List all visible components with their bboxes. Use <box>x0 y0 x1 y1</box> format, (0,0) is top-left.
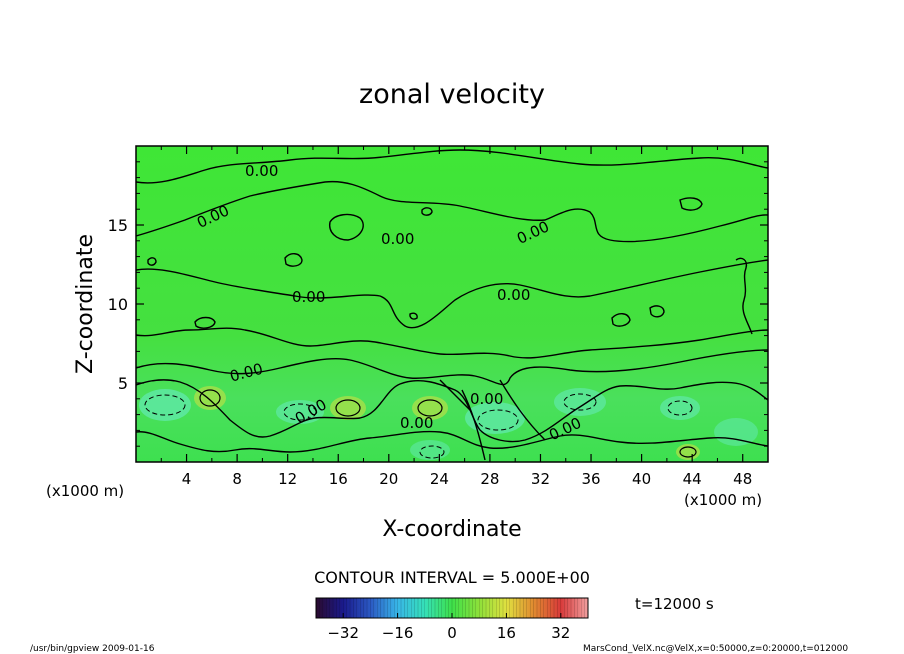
closed-contour <box>199 389 221 407</box>
contour-line <box>649 305 665 318</box>
field-patch <box>194 386 226 410</box>
plot-area: 0.00 0.00 0.00 0.00 0.00 0.00 0.00 0.00 … <box>135 145 769 463</box>
x-tick-label: 24 <box>430 470 449 488</box>
contour-line <box>136 259 768 329</box>
contour-line <box>499 379 546 441</box>
dashed-contour <box>563 393 597 411</box>
contour-line <box>461 389 486 461</box>
colorbar-fill <box>316 598 588 618</box>
contour-line <box>611 313 631 327</box>
footer-left: /usr/bin/gpview 2009-01-16 <box>30 644 155 654</box>
time-label: t=12000 s <box>635 595 714 613</box>
field-patch <box>660 396 700 420</box>
closed-contour <box>335 399 361 417</box>
field-patch <box>410 440 450 460</box>
dashed-contour <box>667 400 693 416</box>
x-tick-label: 20 <box>379 470 398 488</box>
x-tick-label: 40 <box>632 470 651 488</box>
x-tick-label: 48 <box>733 470 752 488</box>
colorbar-tick-label: 32 <box>551 624 570 642</box>
footer-right: MarsCond_VelX.nc@VelX,x=0:50000,z=0:2000… <box>583 644 848 654</box>
colorbar-stripes <box>319 598 585 618</box>
contour-label: 0.00 <box>245 162 278 180</box>
field-patch <box>554 388 606 416</box>
dashed-contour <box>419 445 445 459</box>
contour-line <box>136 327 768 359</box>
x-tick-label: 36 <box>581 470 600 488</box>
colorbar-tick-label: −16 <box>382 624 414 642</box>
colorbar-tick-label: 16 <box>497 624 516 642</box>
contour-line <box>136 149 768 184</box>
x-tick-label: 12 <box>278 470 297 488</box>
x-tick-label: 28 <box>480 470 499 488</box>
contour-line <box>136 349 768 386</box>
contour-label: 0.00 <box>381 230 414 248</box>
chart-title: zonal velocity <box>359 79 545 110</box>
contour-label: 0.00 <box>470 390 503 408</box>
field-patch <box>714 418 758 446</box>
colorbar-tick-label: 0 <box>447 624 457 642</box>
contour-label: 0.00 <box>497 286 530 304</box>
y-tick-label: 10 <box>108 295 128 314</box>
closed-contour <box>417 399 443 417</box>
positive-closed-contours <box>199 389 697 458</box>
negative-contours <box>144 393 693 459</box>
colorbar-tick-label: −32 <box>327 624 359 642</box>
x-tick-label: 32 <box>531 470 550 488</box>
field-patch <box>139 389 191 421</box>
contour-line <box>329 213 364 241</box>
contour-line <box>284 253 303 267</box>
closed-contour <box>679 446 697 458</box>
contour-line <box>136 379 768 443</box>
colorbar-ticks: −32 −16 0 16 32 <box>327 613 570 642</box>
colorbar: −32 −16 0 16 32 <box>315 597 589 642</box>
contour-label: 0.00 <box>292 288 325 306</box>
y-axis-label: Z-coordinate <box>73 234 98 374</box>
field-patch <box>465 402 525 434</box>
x-axis-unit-left: (x1000 m) <box>46 482 124 500</box>
contour-lines <box>136 149 768 461</box>
y-tick-label: 15 <box>108 216 128 235</box>
contour-line <box>136 180 768 243</box>
x-tick-label: 16 <box>329 470 348 488</box>
y-axis-ticks: 5 10 15 <box>108 161 768 447</box>
contour-line <box>735 257 753 335</box>
contour-line <box>136 430 768 453</box>
dashed-contour <box>144 394 186 416</box>
contour-interval-text: CONTOUR INTERVAL = 5.000E+00 <box>314 568 590 587</box>
contour-line <box>409 312 418 320</box>
contour-line <box>421 207 433 216</box>
x-axis-unit-right: (x1000 m) <box>684 491 762 509</box>
dashed-contour <box>477 409 519 431</box>
y-tick-label: 5 <box>118 374 128 393</box>
contour-line <box>194 316 216 329</box>
contour-line <box>147 257 157 266</box>
x-tick-label: 44 <box>683 470 702 488</box>
contour-label: 0.00 <box>400 414 433 432</box>
x-axis-ticks: 4 8 12 16 20 24 28 32 36 40 44 48 <box>160 146 752 488</box>
contour-line <box>679 197 703 211</box>
contour-line <box>439 379 471 411</box>
x-tick-label: 8 <box>232 470 242 488</box>
dashed-contour <box>283 403 317 421</box>
x-tick-label: 4 <box>182 470 192 488</box>
x-axis-label: X-coordinate <box>382 517 521 542</box>
